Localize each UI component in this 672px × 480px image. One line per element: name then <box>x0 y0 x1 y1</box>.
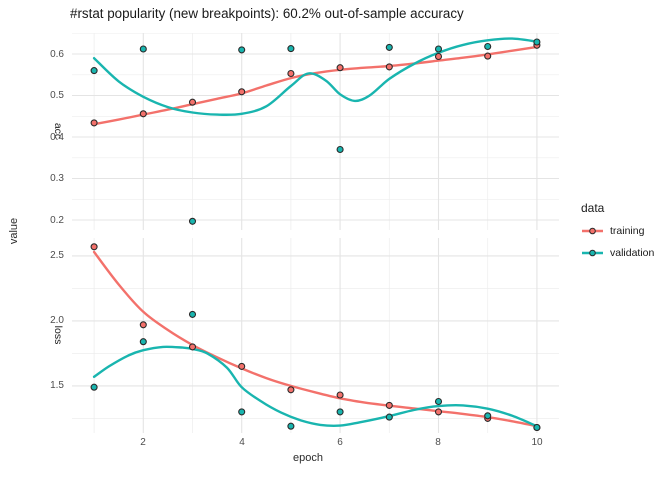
point-validation <box>287 45 295 53</box>
y-tick-label: 2.5 <box>50 250 64 261</box>
y-tick-label: 1.5 <box>50 380 64 391</box>
point-training <box>139 321 147 329</box>
point-training <box>238 88 246 96</box>
point-validation <box>336 408 344 416</box>
point-validation <box>434 397 443 406</box>
x-tick-label: 10 <box>531 437 543 448</box>
point-validation <box>188 217 197 225</box>
x-tick-label: 4 <box>239 437 245 448</box>
point-validation <box>484 412 492 420</box>
point-training <box>287 386 295 394</box>
point-validation <box>385 43 393 51</box>
point-validation <box>238 46 246 54</box>
smooth-line-training <box>92 45 539 126</box>
legend-label-validation: validation <box>610 247 655 259</box>
legend-label-training: training <box>610 225 645 237</box>
smooth-line-training <box>92 250 539 428</box>
y-tick-label: 0.4 <box>50 132 64 143</box>
point-validation <box>385 413 393 421</box>
point-training <box>287 69 295 78</box>
point-validation <box>434 45 443 53</box>
y-tick-label: 0.3 <box>50 173 64 184</box>
point-validation <box>484 42 492 51</box>
point-training <box>385 401 393 409</box>
point-validation <box>90 67 98 75</box>
x-tick-label: 2 <box>140 437 146 448</box>
y-tick-label: 2.0 <box>50 315 64 326</box>
legend-key-training <box>582 227 603 235</box>
point-validation <box>287 422 295 430</box>
panel-acc <box>72 33 559 230</box>
point-validation <box>139 45 147 53</box>
legend-title: data <box>581 201 605 215</box>
point-training <box>188 343 197 351</box>
x-tick-label: 8 <box>435 437 441 448</box>
legend-key-validation <box>582 249 603 257</box>
chart-title: #rstat popularity (new breakpoints): 60.… <box>70 6 464 21</box>
smooth-line-validation <box>92 345 539 428</box>
x-axis-title: epoch <box>293 452 323 464</box>
point-validation <box>533 423 541 432</box>
point-training <box>385 63 393 71</box>
x-tick-label: 6 <box>337 437 343 448</box>
point-training <box>139 110 147 118</box>
point-training <box>434 408 443 416</box>
point-training <box>188 98 197 106</box>
point-validation <box>336 145 344 154</box>
y-tick-label: 0.2 <box>50 215 64 226</box>
point-training <box>336 391 344 399</box>
point-validation <box>90 383 98 391</box>
legend-entry-validation: validation <box>581 246 654 260</box>
point-training <box>434 52 443 61</box>
point-training <box>90 119 98 127</box>
point-training <box>238 362 246 370</box>
y-tick-label: 0.6 <box>50 49 64 60</box>
legend: data training validation <box>581 201 654 268</box>
point-training <box>484 52 492 60</box>
point-validation <box>533 38 541 46</box>
panel-loss <box>72 238 559 433</box>
legend-entry-training: training <box>581 224 654 238</box>
y-tick-label: 0.5 <box>50 90 64 101</box>
point-training <box>336 64 344 72</box>
point-validation <box>188 310 197 318</box>
point-validation <box>238 408 246 416</box>
smooth-line-validation <box>92 37 539 117</box>
point-training <box>90 243 98 251</box>
point-validation <box>139 338 147 346</box>
